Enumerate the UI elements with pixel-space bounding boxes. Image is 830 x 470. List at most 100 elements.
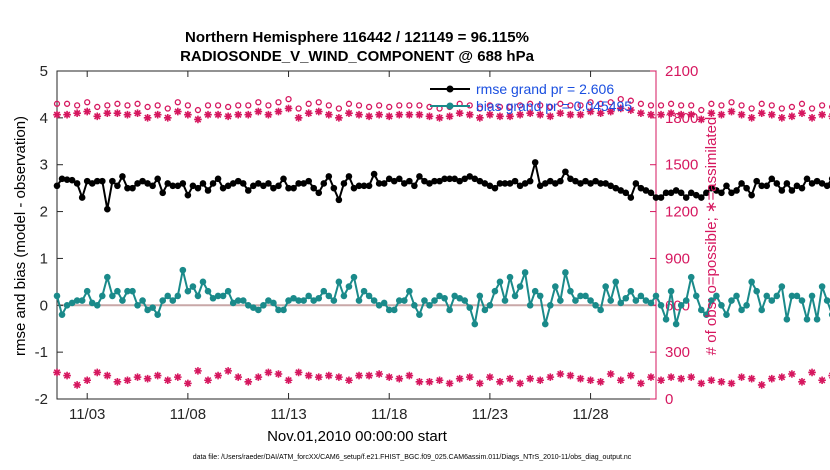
obs-assimilated-point [345, 109, 353, 117]
rmse-point [355, 182, 363, 190]
bias-point [58, 311, 66, 318]
bias-point [456, 294, 463, 302]
obs-assimilated-point [455, 109, 464, 117]
rmse-point [662, 189, 670, 197]
rmse-point [330, 184, 338, 192]
legend: rmse grand pr = 2.606 bias grand pr = 0.… [430, 81, 632, 114]
bias-count-point [385, 373, 394, 381]
obs-possible-point [245, 102, 252, 109]
obs-assimilated-point [435, 114, 444, 122]
obs-assimilated-point [355, 110, 363, 119]
obs-possible-point [315, 99, 322, 106]
y-right-tick-label: 300 [665, 344, 690, 361]
bias-point [380, 299, 388, 307]
bias-point [310, 297, 318, 304]
bias-point [718, 301, 725, 309]
obs-assimilated-point [707, 109, 716, 117]
bias-count-point [174, 373, 182, 381]
obs-assimilated-point [244, 110, 253, 119]
obs-possible-point [718, 102, 725, 109]
bias-count-point [435, 376, 444, 385]
rmse-point [275, 182, 282, 190]
rmse-point [562, 168, 569, 176]
bias-count-point [264, 368, 273, 377]
bias-point [174, 292, 182, 300]
bias-point [370, 297, 378, 304]
rmse-point [622, 189, 630, 197]
bias-count-point [284, 376, 293, 385]
obs-possible-point [144, 103, 151, 111]
rmse-point [788, 187, 796, 194]
rmse-point [260, 182, 267, 190]
rmse-point [687, 189, 695, 197]
obs-possible-point [416, 102, 423, 109]
bias-point [541, 320, 549, 328]
rmse-point [647, 189, 655, 197]
bias-count-point [224, 367, 232, 375]
bias-point [713, 292, 720, 300]
obs-possible-point [506, 103, 514, 111]
rmse-point [68, 176, 76, 184]
rmse-point [466, 173, 474, 180]
y-right-tick-label: 1500 [665, 157, 698, 174]
rmse-point [803, 175, 811, 183]
bias-point [526, 301, 534, 309]
bias-point [748, 278, 755, 286]
bias-point [708, 297, 715, 304]
bias-count-point [536, 376, 545, 385]
rmse-point [526, 177, 534, 185]
obs-possible-point [678, 102, 685, 109]
bias-count-point [214, 371, 222, 380]
y-right-tick-label: 900 [665, 250, 690, 267]
rmse-point [149, 182, 156, 190]
bias-point [129, 287, 136, 295]
bias-count-point [395, 374, 404, 383]
legend-bias-label: bias grand pr = 0.045495 [476, 98, 632, 114]
obs-assimilated-point [687, 110, 696, 119]
bias-count-point [465, 373, 474, 381]
bias-point [788, 292, 796, 300]
rmse-point [179, 180, 187, 187]
bias-point [88, 299, 96, 307]
obs-assimilated-point [365, 112, 373, 121]
obs-assimilated-point [616, 104, 625, 113]
rmse-point [280, 175, 287, 183]
y-axis-right-label: # of obs: o=possible; ∗=assimilated [703, 117, 720, 356]
bias-count-point [757, 381, 766, 389]
x-tick-label: 11/03 [69, 406, 105, 423]
bias-point [672, 320, 680, 328]
obs-possible-point [808, 105, 816, 112]
rmse-point [340, 180, 348, 187]
obs-assimilated-point [153, 110, 162, 119]
bias-count-point [53, 368, 61, 377]
obs-assimilated-point [224, 112, 232, 121]
bias-count-point [576, 374, 585, 383]
bias-point [114, 287, 121, 295]
rmse-point [300, 180, 307, 187]
rmse-point [471, 175, 479, 183]
legend-rmse-label: rmse grand pr = 2.606 [476, 81, 614, 97]
obs-assimilated-point [93, 112, 102, 121]
rmse-point [642, 187, 650, 194]
x-axis: 11/03 11/08 11/13 11/18 11/23 11/28 [69, 71, 609, 423]
rmse-point [632, 180, 640, 187]
obs-possible-point [577, 102, 584, 109]
rmse-point [401, 180, 408, 187]
rmse-point [119, 173, 126, 180]
bias-point [577, 292, 584, 300]
bias-point [662, 316, 670, 323]
rmse-point [406, 177, 413, 185]
obs-assimilated-point [143, 114, 152, 122]
bias-point [154, 311, 161, 318]
bias-point [229, 299, 237, 307]
rmse-point [159, 189, 167, 197]
obs-assimilated-point [335, 114, 343, 122]
bias-point [486, 301, 494, 309]
obs-assimilated-point [284, 104, 293, 113]
y-left-tick-label: -2 [35, 391, 48, 408]
obs-assimilated-point [53, 110, 61, 119]
bias-count-point [194, 367, 202, 375]
bias-point [78, 297, 86, 304]
obs-assimilated-point [133, 109, 142, 117]
